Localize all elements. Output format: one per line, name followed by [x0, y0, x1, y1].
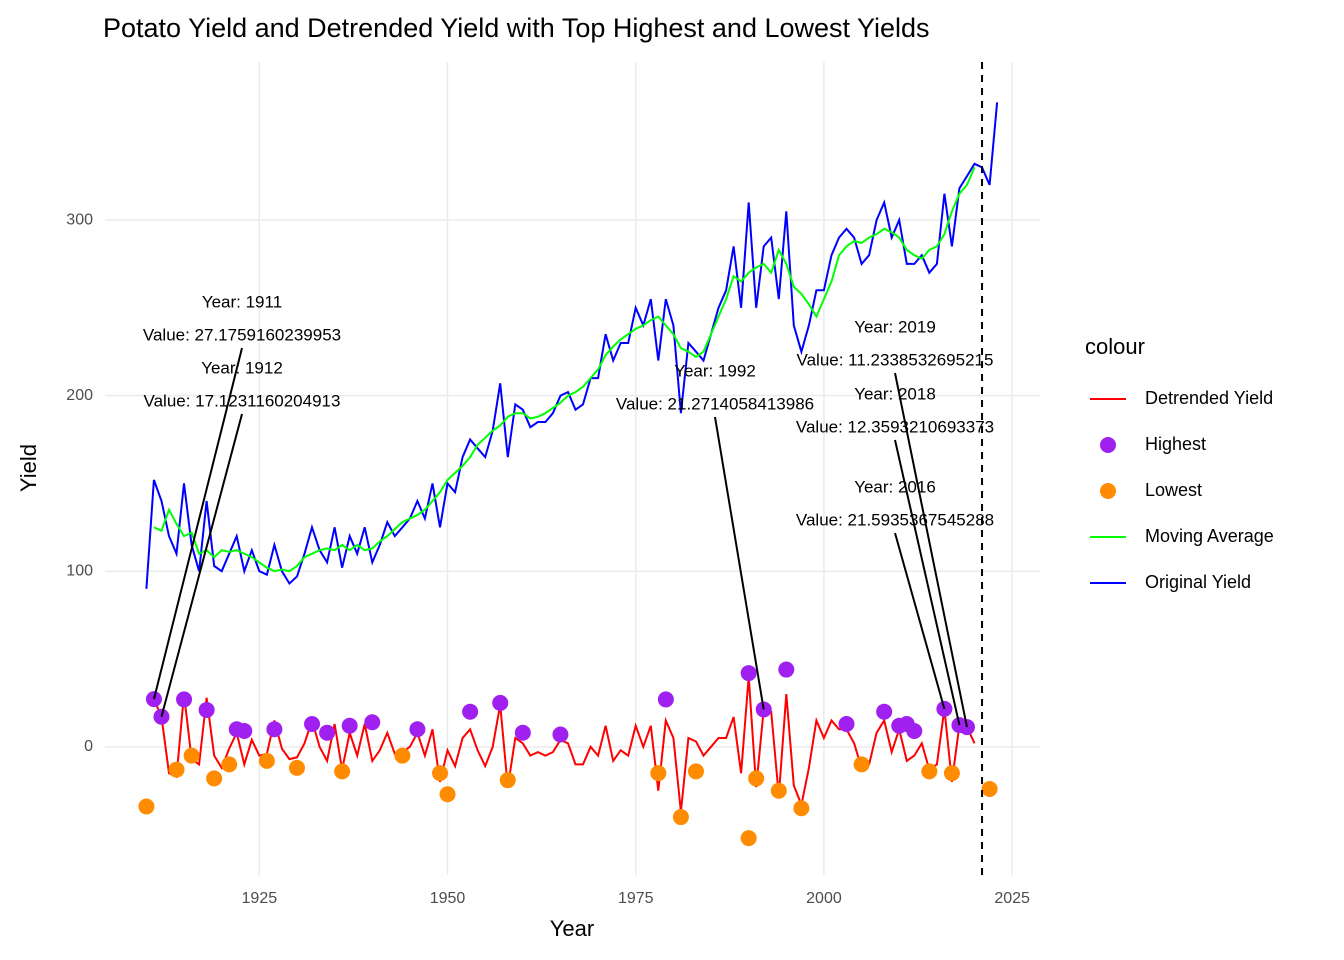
- annotation-value: Value: 27.1759160239953: [143, 325, 341, 344]
- point: [288, 759, 305, 776]
- point: [266, 721, 283, 738]
- point: [793, 800, 810, 817]
- y-tick-label: 300: [66, 211, 93, 228]
- point: [943, 765, 960, 782]
- annotation-value: Value: 21.5935367545288: [796, 510, 994, 529]
- series-line: [153, 167, 976, 573]
- annotation-leader: [894, 532, 946, 710]
- annotation-value: Value: 17.1231160204913: [144, 391, 341, 410]
- legend-label: Original Yield: [1145, 572, 1251, 592]
- point: [838, 715, 855, 732]
- point: [364, 714, 381, 731]
- chart-title: Potato Yield and Detrended Yield with To…: [103, 13, 930, 43]
- point: [921, 763, 938, 780]
- legend-label: Detrended Yield: [1145, 388, 1273, 408]
- y-tick-label: 0: [84, 738, 93, 755]
- point: [687, 763, 704, 780]
- legend-swatch: [1100, 483, 1116, 499]
- legend-swatch: [1100, 437, 1116, 453]
- point: [206, 770, 223, 787]
- y-tick-label: 200: [66, 387, 93, 404]
- annotation-year: Year: 1911: [202, 292, 282, 311]
- point: [906, 723, 923, 740]
- legend-label: Highest: [1145, 434, 1206, 454]
- point: [319, 724, 336, 741]
- point: [258, 752, 275, 769]
- point: [236, 723, 253, 740]
- point: [439, 786, 456, 803]
- point: [672, 809, 689, 826]
- point: [657, 691, 674, 708]
- point: [492, 694, 509, 711]
- point: [168, 761, 185, 778]
- point: [462, 703, 479, 720]
- annotation-year: Year: 1992: [674, 361, 756, 380]
- point: [341, 717, 358, 734]
- x-axis-label: Year: [550, 916, 594, 941]
- point: [432, 765, 449, 782]
- annotation-leader: [894, 439, 961, 726]
- point: [650, 765, 667, 782]
- legend-label: Lowest: [1145, 480, 1202, 500]
- annotation-leader: [152, 347, 243, 700]
- annotation-value: Value: 12.3593210693373: [796, 417, 994, 436]
- point: [748, 770, 765, 787]
- point: [176, 691, 193, 708]
- annotation-year: Year: 1912: [201, 358, 283, 377]
- legend-label: Moving Average: [1145, 526, 1274, 546]
- point: [740, 830, 757, 847]
- point: [876, 703, 893, 720]
- x-tick-label: 1950: [430, 890, 466, 907]
- point: [778, 661, 795, 678]
- annotation-leader: [894, 372, 968, 728]
- annotation-value: Value: 21.2714058413986: [616, 394, 814, 413]
- y-axis-label: Yield: [16, 444, 41, 492]
- point: [514, 724, 531, 741]
- x-tick-label: 2025: [994, 890, 1030, 907]
- point: [183, 747, 200, 764]
- point: [740, 665, 757, 682]
- legend-title: colour: [1085, 334, 1145, 359]
- point: [304, 715, 321, 732]
- x-tick-label: 1925: [242, 890, 278, 907]
- x-tick-label: 1975: [618, 890, 654, 907]
- series-line: [152, 676, 976, 812]
- point: [770, 782, 787, 799]
- point: [499, 772, 516, 789]
- point: [334, 763, 351, 780]
- point: [981, 780, 998, 797]
- x-tick-label: 2000: [806, 890, 842, 907]
- annotation-leader: [714, 416, 765, 710]
- point: [552, 726, 569, 743]
- point: [853, 756, 870, 773]
- annotation-year: Year: 2016: [854, 477, 936, 496]
- annotation-value: Value: 11.2338532695215: [797, 350, 994, 369]
- annotation-year: Year: 2018: [854, 384, 936, 403]
- point: [138, 798, 155, 815]
- point: [409, 721, 426, 738]
- y-tick-label: 100: [66, 562, 93, 579]
- point: [394, 747, 411, 764]
- point: [198, 701, 215, 718]
- annotation-leader: [160, 413, 243, 718]
- annotation-year: Year: 2019: [854, 317, 936, 336]
- point: [221, 756, 238, 773]
